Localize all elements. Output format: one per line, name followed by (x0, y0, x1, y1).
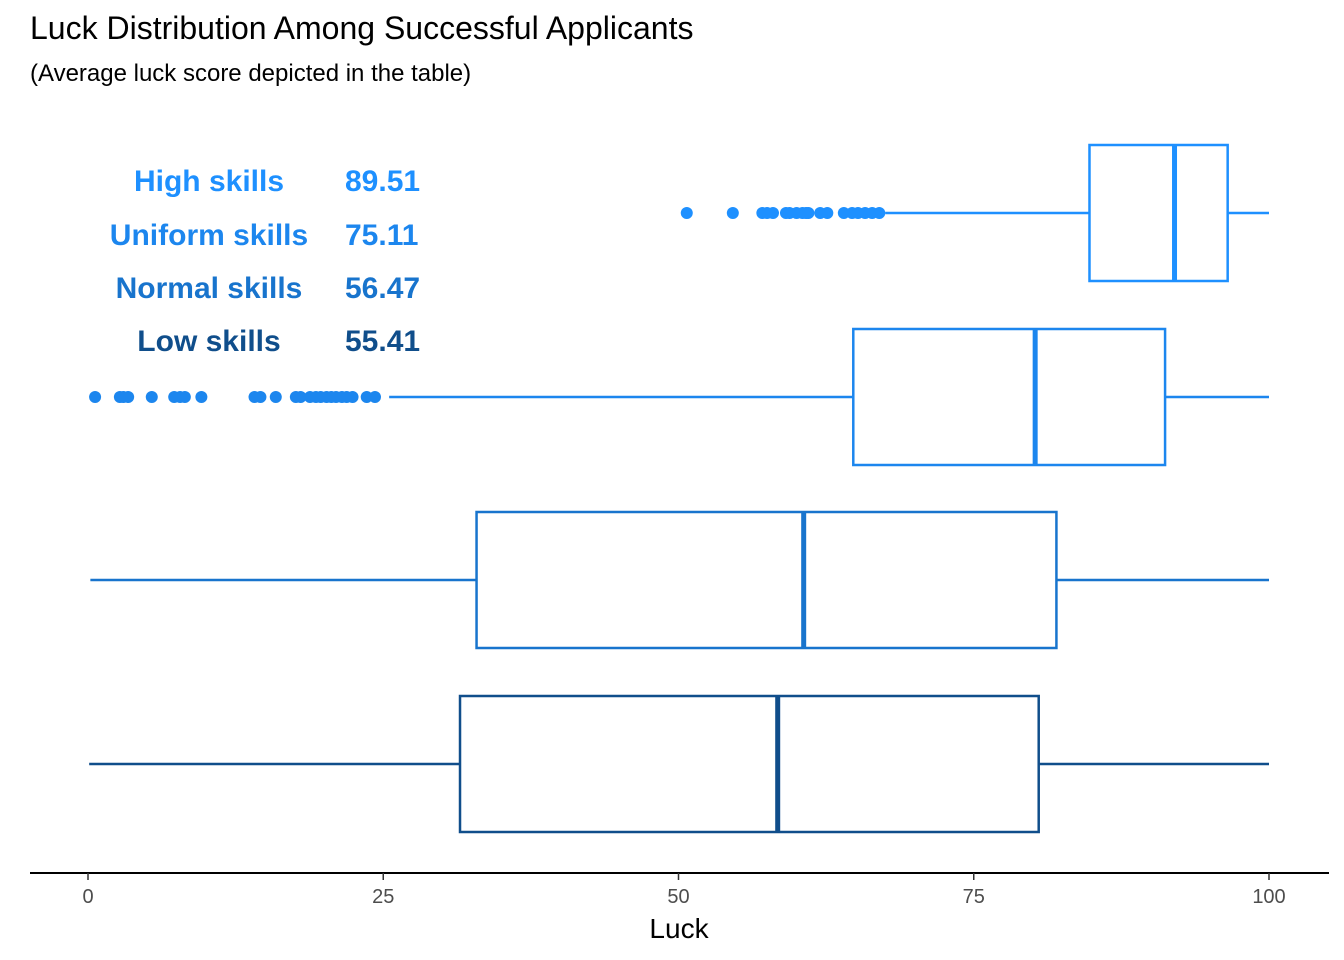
outlier-point (89, 391, 102, 403)
outlier-point (360, 391, 373, 403)
outlier-point (680, 207, 693, 219)
table-row-value: 56.47 (345, 272, 420, 305)
x-axis-title: Luck (649, 913, 709, 944)
x-tick-label: 25 (372, 886, 394, 908)
outlier-point (254, 391, 267, 403)
outlier-point (346, 391, 359, 403)
average-luck-table: High skills 89.51 Uniform skills 75.11 Norma… (110, 165, 420, 358)
x-tick-label: 0 (82, 886, 93, 908)
outlier-point (726, 207, 739, 219)
outlier-point (294, 391, 307, 403)
outlier-point (122, 391, 135, 403)
table-row-label: Low skills (137, 325, 280, 358)
table-row-label: Uniform skills (110, 219, 308, 252)
box-normal-skills (90, 510, 1269, 650)
outlier-point (145, 391, 158, 403)
interquartile-box (475, 510, 1058, 650)
outlier-point (821, 207, 834, 219)
box-uniform-skills (89, 327, 1269, 467)
chart-subtitle: (Average luck score depicted in the tabl… (30, 60, 472, 87)
x-tick-label: 75 (963, 886, 985, 908)
outlier-point (873, 207, 886, 219)
outlier-point (368, 391, 381, 403)
interquartile-box (458, 694, 1040, 834)
x-tick-label: 100 (1252, 886, 1285, 908)
table-row-label: Normal skills (116, 272, 303, 305)
table-row-value: 55.41 (345, 325, 420, 358)
x-axis-ticks: 0 25 50 75 100 (82, 873, 1286, 908)
outlier-point (837, 207, 850, 219)
table-row-value: 75.11 (345, 219, 418, 252)
interquartile-box (852, 327, 1167, 467)
outlier-point (178, 391, 191, 403)
interquartile-box (1088, 143, 1229, 283)
box-high-skills (680, 143, 1269, 283)
table-row-value: 89.51 (345, 165, 420, 198)
box-plot-series (89, 143, 1269, 834)
table-row-label: High skills (134, 165, 284, 198)
outlier-point (269, 391, 282, 403)
outlier-point (802, 207, 815, 219)
outlier-point (766, 207, 779, 219)
chart-title: Luck Distribution Among Successful Appli… (30, 10, 694, 46)
x-tick-label: 50 (667, 886, 689, 908)
box-low-skills (89, 694, 1269, 834)
outlier-point (195, 391, 208, 403)
